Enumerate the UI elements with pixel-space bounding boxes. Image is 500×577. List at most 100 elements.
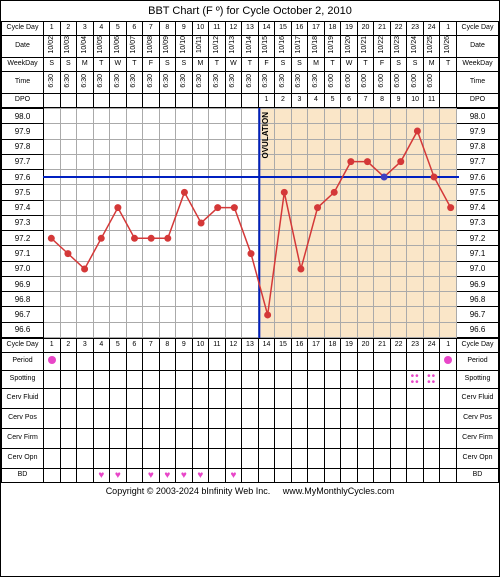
day-cell <box>110 94 127 108</box>
day-cell: 6:30 <box>225 72 242 94</box>
day-cell: 6:00 <box>324 72 341 94</box>
chart-cell <box>159 231 176 246</box>
chart-cell <box>308 322 325 337</box>
chart-cell <box>176 322 193 337</box>
chart-cell <box>357 307 374 322</box>
chart-cell <box>258 215 275 230</box>
chart-cell <box>291 261 308 276</box>
chart-cell <box>390 292 407 307</box>
day-cell: 17 <box>308 339 325 353</box>
chart-cell <box>291 231 308 246</box>
day-cell <box>192 94 209 108</box>
chart-cell <box>143 307 160 322</box>
day-cell <box>275 469 292 483</box>
day-cell: M <box>192 58 209 72</box>
chart-cell <box>291 292 308 307</box>
chart-cell <box>324 307 341 322</box>
chart-cell <box>423 109 440 124</box>
chart-cell <box>258 276 275 291</box>
cerv-fluid-row: Cerv FluidCerv Fluid <box>2 389 499 409</box>
chart-cell <box>209 124 226 139</box>
temp-label-left: 96.6 <box>2 322 44 337</box>
day-cell: 1 <box>258 94 275 108</box>
chart-cell <box>159 307 176 322</box>
day-cell: 18 <box>324 339 341 353</box>
chart-cell <box>423 185 440 200</box>
day-cell: 10/22 <box>374 36 391 58</box>
chart-cell <box>324 246 341 261</box>
chart-cell <box>209 154 226 169</box>
day-cell: S <box>60 58 77 72</box>
chart-cell <box>209 276 226 291</box>
chart-cell <box>93 292 110 307</box>
chart-cell <box>390 200 407 215</box>
day-cell: 7 <box>143 339 160 353</box>
chart-cell <box>110 185 127 200</box>
chart-cell <box>192 307 209 322</box>
day-cell: 6:00 <box>374 72 391 94</box>
chart-cell <box>341 261 358 276</box>
day-cell <box>242 371 259 389</box>
row-label-left: BD <box>2 469 44 483</box>
day-cell: 6:30 <box>209 72 226 94</box>
chart-cell <box>44 170 61 185</box>
chart-cell <box>192 154 209 169</box>
day-cell <box>77 429 94 449</box>
day-cell <box>110 389 127 409</box>
row-label-right: Cerv Fluid <box>457 389 499 409</box>
day-cell: 10/21 <box>357 36 374 58</box>
chart-cell <box>308 261 325 276</box>
chart-cell <box>357 139 374 154</box>
day-cell: 10/10 <box>176 36 193 58</box>
day-cell: 21 <box>374 22 391 36</box>
day-cell <box>357 409 374 429</box>
day-cell: 9 <box>390 94 407 108</box>
day-cell: ♥ <box>93 469 110 483</box>
chart-cell <box>423 231 440 246</box>
chart-cell <box>159 292 176 307</box>
chart-area: 98.098.097.997.997.897.897.797.797.697.6… <box>1 108 499 338</box>
day-cell: ♥ <box>110 469 127 483</box>
chart-cell <box>143 215 160 230</box>
day-cell: 10/09 <box>159 36 176 58</box>
day-cell: 6:30 <box>291 72 308 94</box>
chart-cell <box>93 170 110 185</box>
day-cell <box>93 389 110 409</box>
chart-cell <box>176 109 193 124</box>
chart-cell <box>291 276 308 291</box>
chart-cell <box>93 185 110 200</box>
chart-cell <box>341 246 358 261</box>
day-cell <box>192 449 209 469</box>
bd-row: BD♥♥♥♥♥♥♥BD <box>2 469 499 483</box>
chart-cell <box>324 276 341 291</box>
day-cell <box>192 353 209 371</box>
chart-cell <box>258 292 275 307</box>
chart-cell <box>407 322 424 337</box>
chart-cell <box>258 200 275 215</box>
day-cell: 10/18 <box>308 36 325 58</box>
day-cell: 5 <box>110 339 127 353</box>
day-cell <box>258 389 275 409</box>
chart-cell <box>126 322 143 337</box>
chart-cell <box>440 200 457 215</box>
row-label-right: Period <box>457 353 499 371</box>
day-cell <box>291 429 308 449</box>
day-cell <box>374 371 391 389</box>
day-cell <box>308 353 325 371</box>
chart-cell <box>77 215 94 230</box>
row-label-right: Cerv Pos <box>457 409 499 429</box>
temp-label-right: 96.6 <box>457 322 499 337</box>
chart-cell <box>225 170 242 185</box>
chart-cell <box>308 292 325 307</box>
chart-cell <box>407 276 424 291</box>
day-cell <box>242 469 259 483</box>
day-cell <box>374 429 391 449</box>
temp-grid: 98.098.097.997.997.897.897.797.797.697.6… <box>1 108 499 338</box>
day-cell: 5 <box>110 22 127 36</box>
chart-cell <box>374 200 391 215</box>
chart-cell <box>357 292 374 307</box>
chart-cell <box>324 200 341 215</box>
chart-cell <box>423 246 440 261</box>
day-cell: 11 <box>209 339 226 353</box>
day-cell: 10/12 <box>209 36 226 58</box>
